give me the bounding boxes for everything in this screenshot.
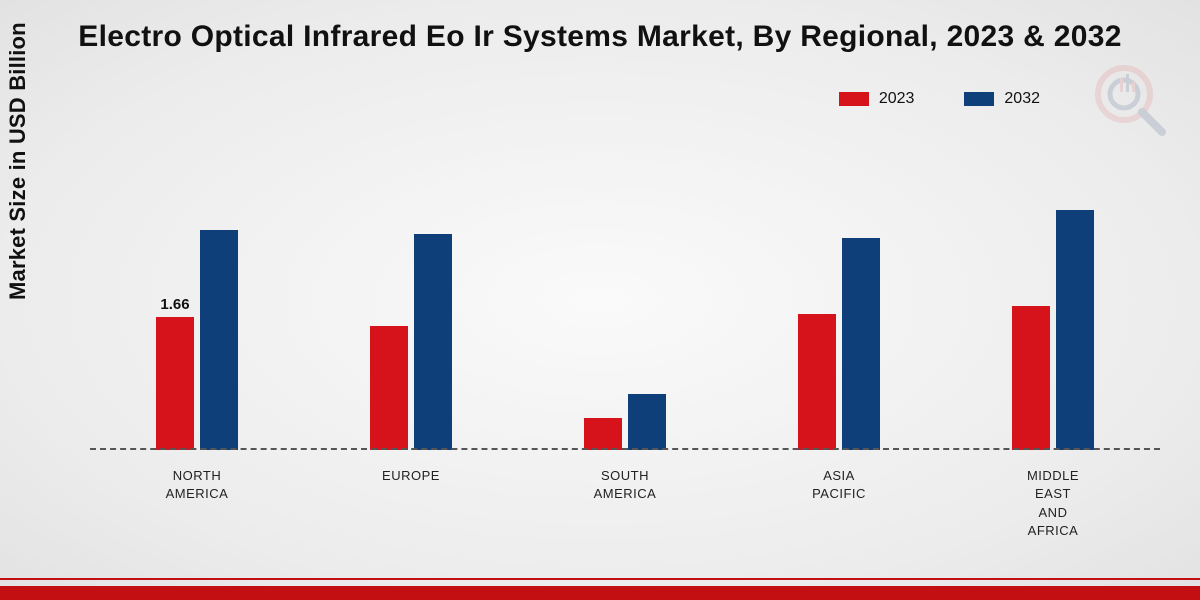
legend-item-2032: 2032 <box>964 90 1040 108</box>
bar-2032-mea <box>1056 210 1094 450</box>
group-mea <box>983 210 1123 450</box>
bar-2032-south-america <box>628 394 666 450</box>
x-axis-baseline <box>90 448 1160 450</box>
xlabel-europe: EUROPE <box>341 467 481 540</box>
bar-2023-asia-pacific <box>798 314 836 450</box>
bar-2023-mea <box>1012 306 1050 450</box>
xlabel-north-america: NORTHAMERICA <box>127 467 267 540</box>
bar-2023-north-america: 1.66 <box>156 317 194 450</box>
bar-groups: 1.66 <box>90 130 1160 450</box>
legend-swatch-2023 <box>839 92 869 106</box>
plot-area: 1.66 <box>90 130 1160 450</box>
bar-2032-europe <box>414 234 452 450</box>
xlabel-south-america: SOUTHAMERICA <box>555 467 695 540</box>
x-axis-labels: NORTHAMERICA EUROPE SOUTHAMERICA ASIAPAC… <box>90 467 1160 540</box>
bar-value-label: 1.66 <box>160 296 189 317</box>
xlabel-asia-pacific: ASIAPACIFIC <box>769 467 909 540</box>
group-north-america: 1.66 <box>127 230 267 450</box>
legend-label-2032: 2032 <box>1004 90 1040 108</box>
legend-label-2023: 2023 <box>879 90 915 108</box>
legend-swatch-2032 <box>964 92 994 106</box>
group-europe <box>341 234 481 450</box>
bar-2023-europe <box>370 326 408 450</box>
legend: 2023 2032 <box>839 90 1040 108</box>
footer-thin-line <box>0 578 1200 580</box>
bar-2023-south-america <box>584 418 622 450</box>
legend-item-2023: 2023 <box>839 90 915 108</box>
footer-bar <box>0 586 1200 600</box>
chart-title: Electro Optical Infrared Eo Ir Systems M… <box>0 20 1200 54</box>
group-south-america <box>555 394 695 450</box>
bar-2032-asia-pacific <box>842 238 880 450</box>
xlabel-mea: MIDDLEEASTANDAFRICA <box>983 467 1123 540</box>
group-asia-pacific <box>769 238 909 450</box>
y-axis-label: Market Size in USD Billion <box>5 22 31 300</box>
bar-2032-north-america <box>200 230 238 450</box>
